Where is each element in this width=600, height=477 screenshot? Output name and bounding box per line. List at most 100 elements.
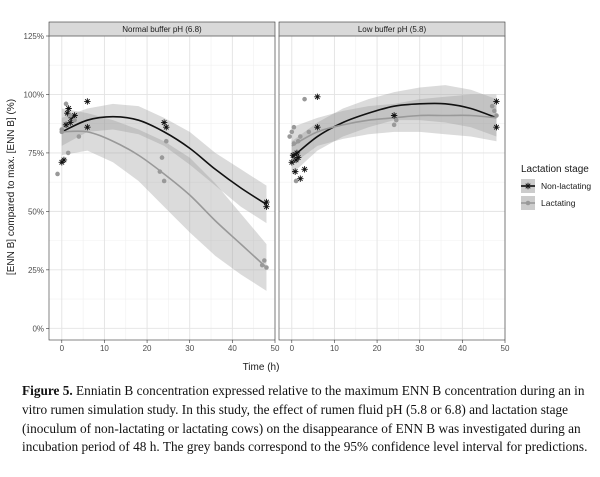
data-point [306,129,312,135]
data-point [263,203,270,210]
data-point [291,124,297,130]
x-tick-label: 20 [373,344,382,353]
data-point [291,141,297,146]
x-tick-label: 50 [501,344,510,353]
data-point [302,96,307,102]
y-axis-label: [ENN B] compared to max. [ENN B] (%) [6,99,17,275]
panel-strip-label: Low buffer pH (5.8) [358,25,427,34]
data-point [84,98,91,105]
data-point [71,112,78,119]
data-point [163,138,169,144]
data-point [391,122,397,128]
legend-items: Non-lactating Lactating [521,179,591,210]
legend-key-marker [525,200,531,206]
data-point [163,124,170,131]
data-point [262,258,267,263]
data-point [264,265,269,270]
panel-strip-label: Normal buffer pH (6.8) [122,25,202,34]
data-point [72,117,77,123]
confidence-band [291,85,497,174]
data-point [489,103,495,109]
data-point [263,198,270,206]
y-tick-label: 100% [24,90,44,99]
x-tick-label: 0 [60,344,65,353]
data-point [84,124,91,131]
x-tick-label: 30 [185,344,194,353]
data-point [292,168,299,175]
y-tick-label: 50% [28,207,44,216]
x-tick-label: 20 [143,344,152,353]
data-point [293,149,301,157]
data-point [55,171,60,177]
data-point [159,155,165,160]
legend-item-non-lactating: Non-lactating [521,179,591,193]
x-axis-label: Time (h) [243,362,280,373]
data-point [393,117,399,123]
data-point [65,150,71,156]
caption-label: Figure 5. [22,383,73,398]
caption-text: Enniatin B concentration expressed relat… [22,383,588,455]
data-point [295,138,301,144]
data-point [494,113,499,118]
data-point [64,109,71,117]
data-point [493,98,500,105]
panel-border [48,35,276,341]
data-point [68,113,73,118]
data-point [161,178,167,184]
data-point [259,262,265,268]
confidence-band [291,94,497,165]
fit-line-non-lactating [61,115,267,206]
data-point [293,178,299,184]
data-point [76,134,82,139]
data-point [287,134,292,139]
data-point [298,134,303,139]
data-point [62,121,70,129]
data-point [390,112,398,119]
x-tick-label: 10 [100,344,109,353]
y-tick-label: 25% [28,266,44,275]
panel-border [278,35,506,341]
panel-background [279,36,505,340]
data-point [160,119,168,126]
data-point [314,124,321,131]
data-point [288,159,295,166]
x-tick-label: 40 [228,344,237,353]
data-point [67,119,74,126]
panel-1: Normal buffer pH (6.8) 0 10 20 30 40 50 0% 25% 50… [24,21,280,353]
data-point [59,127,65,132]
data-point [493,124,500,131]
figure-caption: Figure 5. Enniatin B concentration expre… [22,382,590,457]
panel-2: Low buffer pH (5.8) 0 10 20 30 40 50 [278,21,510,353]
fit-line-non-lactating [291,102,497,159]
legend-label: Lactating [541,198,576,208]
data-point [65,105,72,112]
data-point [157,169,163,174]
data-point [60,156,68,164]
y-tick-label: 125% [24,32,44,41]
chart-figure: Normal buffer pH (6.8) 0 10 20 30 40 50 0% 25% 50… [6,21,591,373]
data-point [289,152,297,159]
data-point [63,101,69,107]
x-tick-label: 50 [271,344,280,353]
data-point [301,166,308,173]
x-tick-label: 30 [415,344,424,353]
legend-label: Non-lactating [541,181,591,191]
legend: Lactation stage Non-lactating Lactating [521,164,591,210]
data-point [289,129,295,135]
x-tick-label: 40 [458,344,467,353]
x-tick-label: 10 [330,344,339,353]
data-point [492,108,497,114]
data-point [294,154,302,161]
x-tick-label: 0 [290,344,295,353]
chart-panels: Normal buffer pH (6.8) 0 10 20 30 40 50 0% 25% 50… [24,21,510,353]
panel-background [49,36,275,340]
fit-line-lactating [61,130,268,269]
y-tick-label: 75% [28,149,44,158]
data-point [297,175,304,182]
legend-title: Lactation stage [521,164,589,175]
legend-item-lactating: Lactating [521,196,576,210]
confidence-band [61,108,267,291]
y-tick-label: 0% [32,324,44,333]
data-point [314,93,321,100]
data-point [68,114,75,122]
